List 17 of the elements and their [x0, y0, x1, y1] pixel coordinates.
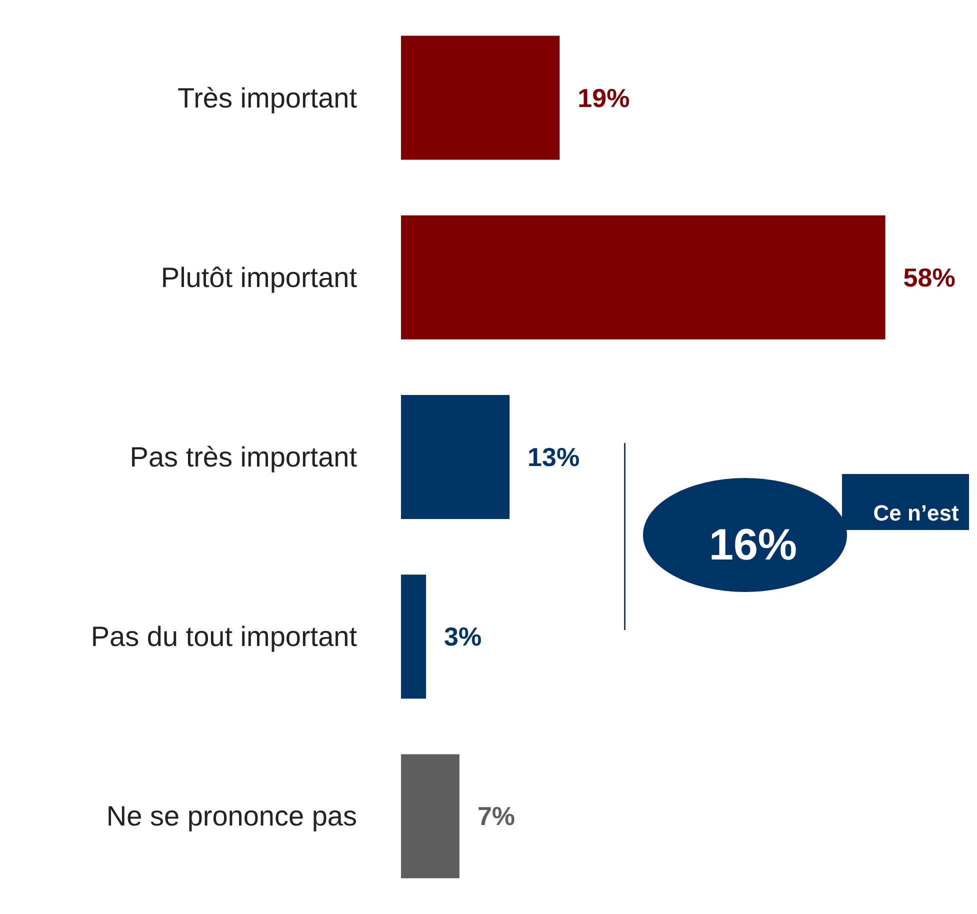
- bar: [401, 36, 560, 160]
- y-tick-label: Pas très important: [130, 442, 358, 472]
- bar: [401, 574, 426, 699]
- bar: [401, 215, 886, 340]
- data-label: 58%: [903, 262, 956, 292]
- data-label: 3%: [444, 622, 482, 652]
- bar: [401, 395, 510, 519]
- data-label: 7%: [477, 801, 516, 832]
- y-tick-label: Plutôt important: [160, 262, 358, 293]
- y-tick-label: Pas du tout important: [90, 621, 358, 652]
- y-tick-label: Très important: [178, 82, 358, 114]
- annotation: 16%: [708, 520, 798, 570]
- data-label: 13%: [528, 442, 580, 472]
- annotation: Ce n’est: [873, 500, 960, 526]
- bar: [401, 754, 460, 878]
- y-tick-label: Ne se prononce pas: [106, 800, 357, 832]
- data-label: 19%: [578, 82, 630, 113]
